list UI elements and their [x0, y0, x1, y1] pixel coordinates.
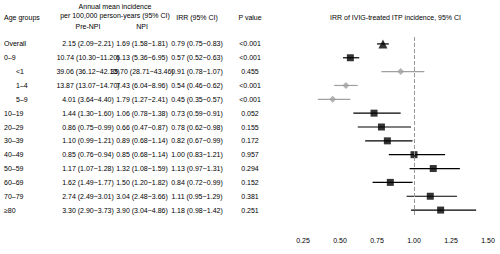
svg-text:0.75: 0.75 — [370, 237, 384, 244]
svg-text:0.73 (0.59~0.91): 0.73 (0.59~0.91) — [171, 110, 223, 118]
svg-text:1.18 (0.98~1.42): 1.18 (0.98~1.42) — [171, 207, 223, 215]
svg-text:1.25: 1.25 — [444, 237, 458, 244]
svg-text:IRR of IVIG-treated ITP incide: IRR of IVIG-treated ITP incidence, 95% C… — [330, 14, 461, 21]
svg-text:<0.001: <0.001 — [239, 54, 261, 61]
svg-text:10–19: 10–19 — [4, 110, 24, 117]
svg-text:0.052: 0.052 — [241, 110, 259, 117]
svg-text:NPI: NPI — [136, 23, 148, 30]
svg-text:<1: <1 — [16, 68, 24, 75]
svg-text:60–69: 60–69 — [4, 179, 24, 186]
svg-text:0.79 (0.75~0.83): 0.79 (0.75~0.83) — [171, 40, 223, 48]
svg-text:0.54 (0.46~0.62): 0.54 (0.46~0.62) — [171, 82, 223, 90]
svg-text:0.89 (0.68~1.14): 0.89 (0.68~1.14) — [116, 137, 168, 145]
svg-text:Annual mean incidence: Annual mean incidence — [79, 3, 152, 10]
svg-text:2.74 (2.49~3.01): 2.74 (2.49~3.01) — [62, 193, 114, 201]
svg-text:0.82 (0.67~0.99): 0.82 (0.67~0.99) — [171, 137, 223, 145]
svg-text:3.04 (2.48~3.66): 3.04 (2.48~3.66) — [116, 193, 168, 201]
svg-text:0.25: 0.25 — [296, 237, 310, 244]
svg-text:7.43 (6.04~8.96): 7.43 (6.04~8.96) — [116, 82, 168, 90]
svg-text:0.455: 0.455 — [241, 68, 259, 75]
svg-text:<0.001: <0.001 — [239, 40, 261, 47]
svg-text:70–79: 70–79 — [4, 193, 24, 200]
svg-text:39.06 (36.12~42.13): 39.06 (36.12~42.13) — [56, 68, 120, 76]
svg-text:0.152: 0.152 — [241, 179, 259, 186]
svg-text:35.70 (28.71~43.46): 35.70 (28.71~43.46) — [110, 68, 173, 76]
svg-text:Age groups: Age groups — [4, 14, 40, 22]
svg-text:1.10 (0.99~1.21): 1.10 (0.99~1.21) — [62, 137, 114, 145]
svg-text:3.90 (3.04~4.86): 3.90 (3.04~4.86) — [116, 207, 168, 215]
svg-text:Overall: Overall — [4, 40, 27, 47]
svg-text:≥80: ≥80 — [4, 207, 16, 214]
svg-text:1.62 (1.49~1.77): 1.62 (1.49~1.77) — [62, 179, 114, 187]
svg-text:1.00: 1.00 — [407, 237, 421, 244]
svg-text:<0.001: <0.001 — [239, 82, 261, 89]
svg-text:20–29: 20–29 — [4, 124, 24, 131]
svg-text:0.84 (0.72~0.99): 0.84 (0.72~0.99) — [171, 179, 223, 187]
svg-text:30–39: 30–39 — [4, 137, 24, 144]
svg-text:0.86 (0.75~0.99): 0.86 (0.75~0.99) — [62, 124, 114, 132]
svg-text:1.50 (1.20~1.82): 1.50 (1.20~1.82) — [116, 179, 168, 187]
svg-text:1.44 (1.30~1.60): 1.44 (1.30~1.60) — [62, 110, 114, 118]
svg-text:0.172: 0.172 — [241, 137, 259, 144]
svg-text:40–49: 40–49 — [4, 151, 24, 158]
svg-text:per 100,000 person-years (95%: per 100,000 person-years (95% CI) — [60, 12, 170, 20]
svg-text:0.50: 0.50 — [333, 237, 347, 244]
svg-text:5–9: 5–9 — [16, 96, 28, 103]
svg-text:1.06 (0.78~1.38): 1.06 (0.78~1.38) — [116, 110, 168, 118]
svg-text:1.32 (1.08~1.59): 1.32 (1.08~1.59) — [116, 165, 168, 173]
svg-text:0.78 (0.62~0.98): 0.78 (0.62~0.98) — [171, 124, 223, 132]
svg-text:1.13 (0.97~1.31): 1.13 (0.97~1.31) — [171, 165, 223, 173]
svg-text:1.17 (1.07~1.28): 1.17 (1.07~1.28) — [62, 165, 114, 173]
svg-text:0.251: 0.251 — [241, 207, 259, 214]
svg-text:1.00 (0.83~1.21): 1.00 (0.83~1.21) — [171, 151, 223, 159]
svg-text:0.91 (0.78~1.07): 0.91 (0.78~1.07) — [171, 68, 223, 76]
svg-text:2.15 (2.09~2.21): 2.15 (2.09~2.21) — [62, 40, 114, 48]
svg-text:0.381: 0.381 — [241, 193, 259, 200]
svg-text:13.87 (13.07~14.70): 13.87 (13.07~14.70) — [56, 82, 119, 90]
svg-text:0.155: 0.155 — [241, 124, 259, 131]
svg-text:0.85 (0.76~0.94): 0.85 (0.76~0.94) — [62, 151, 114, 159]
svg-text:4.01 (3.64~4.40): 4.01 (3.64~4.40) — [62, 96, 114, 104]
svg-text:0.85 (0.68~1.14): 0.85 (0.68~1.14) — [116, 151, 168, 159]
svg-text:0.45 (0.35~0.57): 0.45 (0.35~0.57) — [171, 96, 223, 104]
svg-text:50–59: 50–59 — [4, 165, 24, 172]
svg-text:1.69 (1.58~1.81): 1.69 (1.58~1.81) — [116, 40, 168, 48]
svg-text:0.294: 0.294 — [241, 165, 259, 172]
svg-text:Pre-NPI: Pre-NPI — [76, 23, 101, 30]
svg-text:0–9: 0–9 — [4, 54, 16, 61]
svg-text:6.13 (5.36~6.95): 6.13 (5.36~6.95) — [116, 54, 168, 62]
svg-text:<0.001: <0.001 — [239, 96, 261, 103]
svg-text:1–4: 1–4 — [16, 82, 28, 89]
svg-text:10.74 (10.30~11.20): 10.74 (10.30~11.20) — [57, 54, 120, 62]
svg-text:0.66 (0.47~0.87): 0.66 (0.47~0.87) — [116, 124, 168, 132]
svg-text:P value: P value — [238, 14, 261, 21]
svg-text:0.57 (0.52~0.63): 0.57 (0.52~0.63) — [171, 54, 223, 62]
svg-text:0.957: 0.957 — [241, 151, 259, 158]
svg-text:1.11 (0.95~1.29): 1.11 (0.95~1.29) — [171, 193, 222, 201]
svg-text:IRR (95% CI): IRR (95% CI) — [176, 14, 218, 22]
svg-text:1.50: 1.50 — [481, 237, 495, 244]
svg-text:1.79 (1.27~2.41): 1.79 (1.27~2.41) — [116, 96, 168, 104]
svg-text:3.30 (2.90~3.73): 3.30 (2.90~3.73) — [62, 207, 114, 215]
